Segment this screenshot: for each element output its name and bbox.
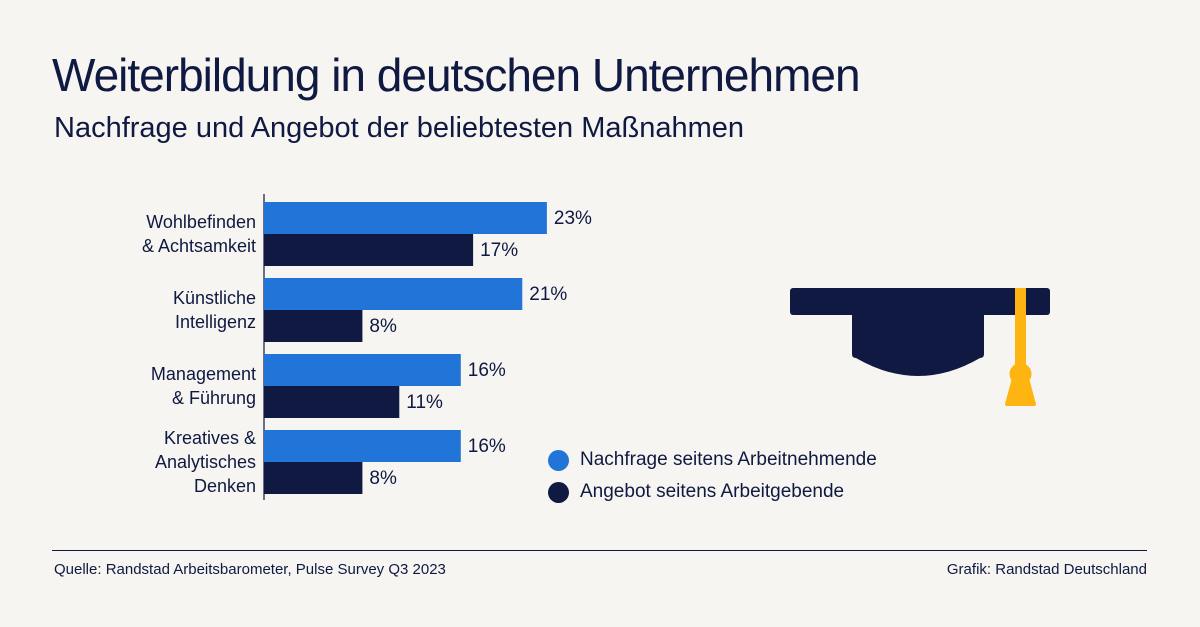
bar-demand-2 <box>264 354 461 386</box>
category-label-line: Intelligenz <box>174 312 256 332</box>
category-label-line: Kreatives & <box>163 428 256 448</box>
category-label-line: & Führung <box>171 388 256 408</box>
category-label-line: Management <box>150 364 256 384</box>
data-label-supply-2: 11% <box>406 392 443 413</box>
graduation-cap-icon <box>790 288 1050 406</box>
bar-supply-3 <box>264 462 363 494</box>
cap-tassel-fringe <box>1005 378 1036 406</box>
legend-item-supply: Angebot seitens Arbeitgebende <box>548 476 877 508</box>
legend-swatch-demand <box>548 449 569 471</box>
bar-supply-2 <box>264 386 400 418</box>
data-label-supply-1: 8% <box>369 316 397 337</box>
category-label-line: Analytisches <box>154 452 256 472</box>
bar-supply-1 <box>264 310 363 342</box>
credit-note: Grafik: Randstad Deutschland <box>946 561 1147 578</box>
cap-crown <box>852 312 984 376</box>
category-label-line: Künstliche <box>172 288 256 308</box>
legend-label-supply: Angebot seitens Arbeitgebende <box>580 481 845 502</box>
category-label-line: Wohlbefinden <box>146 212 256 232</box>
cap-board <box>790 288 1050 315</box>
cap-tassel-cord <box>1015 288 1026 370</box>
category-label-line: & Achtsamkeit <box>141 236 256 256</box>
legend: Nachfrage seitens Arbeitnehmende Angebot… <box>548 444 877 508</box>
chart-subtitle: Nachfrage und Angebot der beliebtesten M… <box>54 112 745 144</box>
bar-supply-0 <box>264 234 474 266</box>
legend-item-demand: Nachfrage seitens Arbeitnehmende <box>548 444 877 476</box>
chart-title: Weiterbildung in deutschen Unternehmen <box>52 49 861 101</box>
data-label-demand-2: 16% <box>468 360 506 381</box>
category-label-line: Denken <box>193 476 256 496</box>
data-label-supply-0: 17% <box>480 240 518 261</box>
data-label-demand-1: 21% <box>529 284 567 305</box>
data-label-demand-0: 23% <box>554 208 592 229</box>
footer-divider <box>52 550 1147 551</box>
bar-demand-0 <box>264 202 547 234</box>
bar-demand-1 <box>264 278 523 310</box>
source-note: Quelle: Randstad Arbeitsbarometer, Pulse… <box>54 561 446 578</box>
bar-demand-3 <box>264 430 461 462</box>
legend-label-demand: Nachfrage seitens Arbeitnehmende <box>580 449 877 470</box>
category-label-0: Wohlbefinden & Achtsamkeit <box>142 210 256 258</box>
category-label-3: Kreatives & Analytisches Denken <box>155 426 256 498</box>
category-label-1: Künstliche Intelligenz <box>173 286 256 334</box>
data-label-supply-3: 8% <box>369 468 397 489</box>
legend-swatch-supply <box>548 481 569 503</box>
category-label-2: Management & Führung <box>151 362 256 410</box>
data-label-demand-3: 16% <box>468 436 506 457</box>
